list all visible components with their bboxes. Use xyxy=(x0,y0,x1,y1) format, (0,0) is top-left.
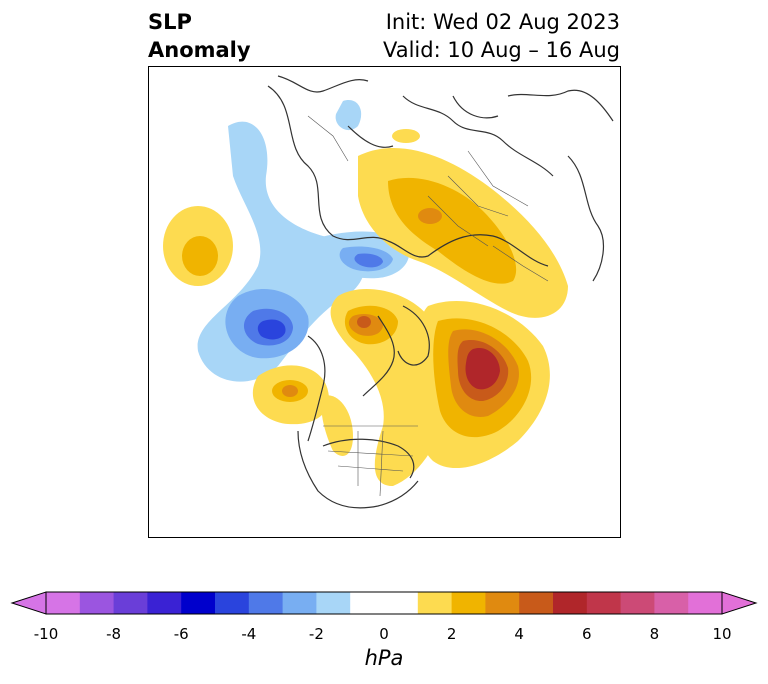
colorbar-segment xyxy=(451,592,486,614)
colorbar-arrow-right xyxy=(721,591,758,615)
map-title: SLP Anomaly xyxy=(148,8,251,64)
colorbar-segment xyxy=(248,592,284,614)
colorbar-tick-label: 0 xyxy=(379,625,389,643)
negative-anomaly-west xyxy=(197,121,365,382)
colorbar-segment xyxy=(586,592,622,614)
colorbar-segment xyxy=(553,592,588,614)
colorbar-segment xyxy=(654,592,689,614)
negative-anomaly-arctic xyxy=(308,100,461,316)
colorbar-tick-label: -6 xyxy=(173,625,189,643)
colorbar-tick-label: -2 xyxy=(308,625,324,643)
init-date: Init: Wed 02 Aug 2023 xyxy=(385,10,620,34)
title-line-2: Anomaly xyxy=(148,38,251,62)
colorbar-segment xyxy=(79,592,115,614)
positive-anomaly-atlantic xyxy=(163,206,233,286)
date-info: Init: Wed 02 Aug 2023 Valid: 10 Aug – 16… xyxy=(383,8,620,64)
colorbar-segment xyxy=(384,592,419,614)
colorbar-segment xyxy=(316,592,351,614)
colorbar-segment xyxy=(113,592,148,614)
valid-range: Valid: 10 Aug – 16 Aug xyxy=(382,38,620,62)
colorbar-segment xyxy=(688,592,723,614)
colorbar-segment xyxy=(46,592,81,614)
political-borders xyxy=(307,115,549,497)
title-line-1: SLP xyxy=(148,10,192,34)
colorbar-segment xyxy=(620,592,655,614)
colorbar-arrow-left xyxy=(10,591,47,615)
colorbar-unit: hPa xyxy=(364,646,404,670)
colorbar-outline xyxy=(45,591,723,615)
colorbar-segment xyxy=(350,592,385,614)
slp-anomaly-map xyxy=(148,66,621,538)
positive-anomaly-canada xyxy=(330,288,550,486)
colorbar-segment xyxy=(147,592,182,614)
colorbar-segment xyxy=(417,592,453,614)
coastlines xyxy=(267,75,614,509)
colorbar xyxy=(10,591,758,615)
colorbar-segment xyxy=(215,592,250,614)
colorbar-segment xyxy=(282,592,317,614)
colorbar-segment xyxy=(485,592,520,614)
colorbar-tick-label: -10 xyxy=(33,625,59,643)
colorbar-tick-label: 4 xyxy=(514,625,524,643)
colorbar-tick-label: 6 xyxy=(582,625,592,643)
colorbar-segment xyxy=(181,592,216,614)
colorbar-tick-label: 8 xyxy=(649,625,660,643)
colorbar-tick-label: -4 xyxy=(241,625,257,643)
colorbar-tick-label: -8 xyxy=(106,625,122,643)
colorbar-tick-label: 10 xyxy=(712,625,732,643)
positive-anomaly-pacific xyxy=(252,365,353,456)
colorbar-segment xyxy=(519,592,554,614)
positive-anomaly-eurasia xyxy=(358,129,568,318)
colorbar-tick-label: 2 xyxy=(446,625,457,643)
